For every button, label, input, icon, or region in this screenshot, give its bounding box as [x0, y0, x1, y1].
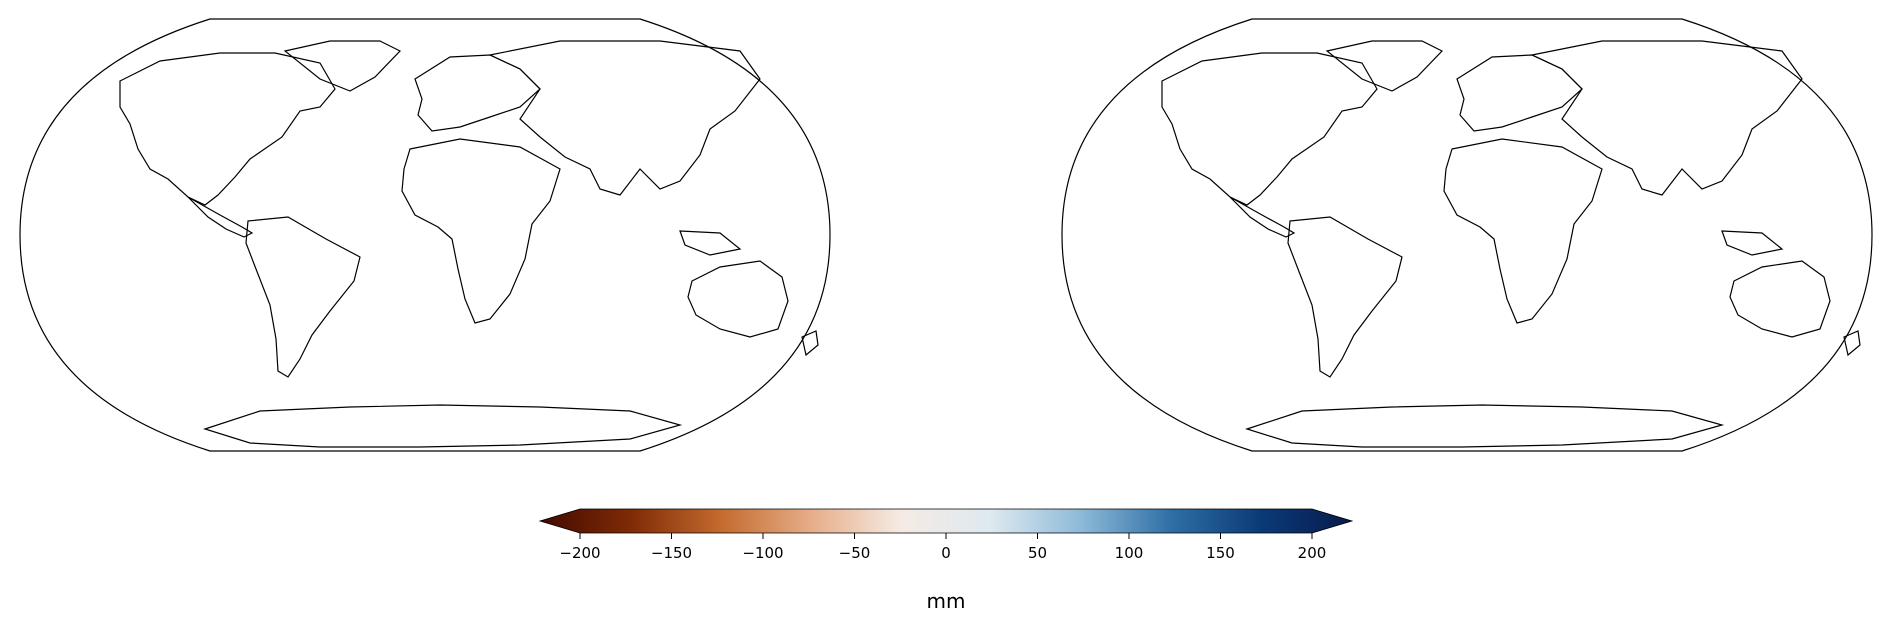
colorbar-tick-label: 100: [1115, 544, 1144, 562]
map-panel-right: [1061, 18, 1873, 452]
colorbar-tick-label: −50: [839, 544, 871, 562]
colorbar-label: mm: [927, 589, 966, 613]
map-outline: [1061, 18, 1873, 452]
colorbar-tick-label: −150: [651, 544, 692, 562]
colorbar-tick-label: 0: [941, 544, 951, 562]
colorbar-tick-label: 150: [1206, 544, 1235, 562]
colorbar-bar: [538, 508, 1354, 534]
colorbar-tick-label: −100: [742, 544, 783, 562]
colorbar: −200 −150 −100 −50 0 50 100 150 200 mm: [538, 508, 1354, 613]
colorbar-tick-label: 50: [1028, 544, 1047, 562]
colorbar-tick-label: −200: [559, 544, 600, 562]
map-outline: [19, 18, 831, 452]
map-panel-left: [19, 18, 831, 452]
colorbar-tick-label: 200: [1298, 544, 1327, 562]
colorbar-ticks: −200 −150 −100 −50 0 50 100 150 200: [559, 533, 1326, 562]
